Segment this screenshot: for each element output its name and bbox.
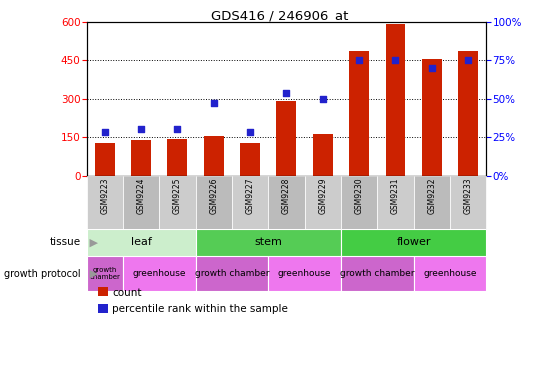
Bar: [277, 101, 296, 176]
Text: GSM9230: GSM9230: [354, 177, 364, 214]
Text: count: count: [112, 288, 142, 298]
Text: percentile rank within the sample: percentile rank within the sample: [112, 304, 288, 314]
Point: [427, 65, 436, 71]
Bar: [349, 51, 369, 176]
Point: [246, 129, 255, 135]
Point: [391, 57, 400, 63]
Text: GSM9224: GSM9224: [136, 177, 146, 214]
Bar: [87, 176, 123, 229]
Text: ▶: ▶: [86, 269, 97, 279]
Text: GSM9227: GSM9227: [245, 177, 255, 214]
Point: [319, 96, 328, 102]
Bar: [123, 256, 196, 291]
Bar: [414, 176, 450, 229]
Text: GSM9228: GSM9228: [282, 177, 291, 214]
Text: GSM9229: GSM9229: [318, 177, 328, 214]
Point: [282, 90, 291, 96]
Text: greenhouse: greenhouse: [278, 269, 331, 278]
Bar: [377, 176, 414, 229]
Bar: [168, 139, 187, 176]
Bar: [305, 176, 341, 229]
Text: tissue: tissue: [50, 238, 81, 247]
Text: growth protocol: growth protocol: [4, 269, 81, 279]
Point: [136, 126, 145, 132]
Bar: [159, 176, 196, 229]
Bar: [268, 176, 305, 229]
Text: GSM9231: GSM9231: [391, 177, 400, 214]
Text: flower: flower: [396, 238, 431, 247]
Text: GSM9233: GSM9233: [463, 177, 473, 214]
Bar: [196, 256, 268, 291]
Bar: [232, 176, 268, 229]
Bar: [87, 229, 196, 256]
Bar: [95, 143, 115, 176]
Bar: [196, 176, 232, 229]
Bar: [87, 256, 123, 291]
Point: [173, 126, 182, 132]
Text: growth chamber: growth chamber: [195, 269, 269, 278]
Bar: [341, 256, 414, 291]
Text: leaf: leaf: [131, 238, 151, 247]
Bar: [422, 59, 442, 176]
Bar: [268, 256, 341, 291]
Text: greenhouse: greenhouse: [132, 269, 186, 278]
Text: growth chamber: growth chamber: [340, 269, 415, 278]
Bar: [240, 143, 260, 176]
Text: GSM9232: GSM9232: [427, 177, 437, 214]
Bar: [131, 140, 151, 176]
Bar: [123, 176, 159, 229]
Bar: [450, 176, 486, 229]
Bar: [341, 229, 486, 256]
Bar: [386, 24, 405, 176]
Bar: [341, 176, 377, 229]
Point: [355, 57, 364, 63]
Point: [209, 100, 218, 106]
Text: GDS416 / 246906_at: GDS416 / 246906_at: [211, 9, 348, 22]
Bar: [313, 134, 333, 176]
Text: GSM9226: GSM9226: [209, 177, 219, 214]
Text: stem: stem: [254, 238, 282, 247]
Bar: [204, 136, 224, 176]
Text: greenhouse: greenhouse: [423, 269, 477, 278]
Point: [464, 57, 473, 63]
Point: [101, 129, 110, 135]
Text: ▶: ▶: [86, 238, 97, 247]
Bar: [196, 229, 341, 256]
Bar: [458, 51, 478, 176]
Text: growth
chamber: growth chamber: [89, 267, 120, 280]
Text: GSM9223: GSM9223: [100, 177, 110, 214]
Bar: [414, 256, 486, 291]
Text: GSM9225: GSM9225: [173, 177, 182, 214]
